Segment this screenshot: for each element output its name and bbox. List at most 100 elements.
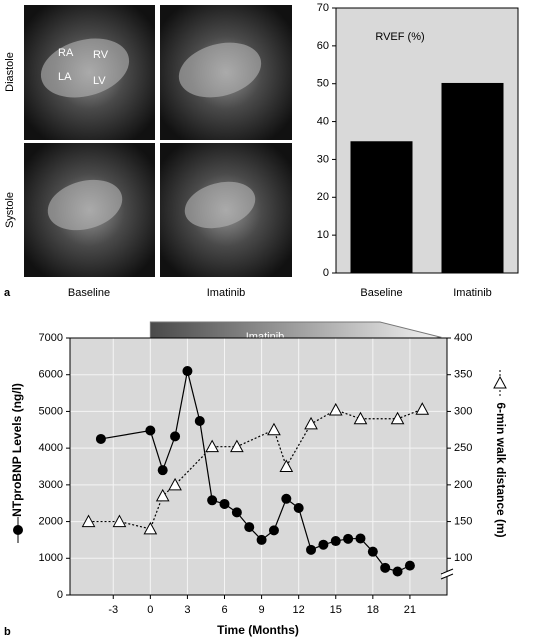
x-tick-label: 18 xyxy=(367,604,379,616)
y-tick-label: 6000 xyxy=(39,369,63,381)
data-point xyxy=(194,415,205,426)
data-point xyxy=(81,514,96,528)
data-point xyxy=(170,431,181,442)
axis-break xyxy=(440,568,454,580)
heart-shape xyxy=(40,38,130,98)
panel-label: a xyxy=(4,287,11,299)
plot-background xyxy=(70,338,447,595)
x-tick-label: 3 xyxy=(184,604,190,616)
y-tick-label: 50 xyxy=(317,78,329,90)
heart-shape xyxy=(47,179,123,231)
y-tick-label: 5000 xyxy=(39,405,63,417)
row-label: Diastole xyxy=(4,52,16,92)
x-tick-label: 6 xyxy=(221,604,227,616)
data-point xyxy=(279,459,294,472)
data-point xyxy=(256,534,267,545)
data-point xyxy=(207,495,218,506)
y-tick-label: 10 xyxy=(317,229,329,241)
data-point xyxy=(390,411,405,425)
x-tick-label: -3 xyxy=(108,604,118,616)
heart-shape xyxy=(184,181,256,229)
data-point xyxy=(318,539,329,550)
series-line xyxy=(88,408,423,530)
x-tick-label: Baseline xyxy=(360,287,402,299)
data-point xyxy=(306,544,317,555)
data-point xyxy=(95,433,106,444)
column-label: Imatinib xyxy=(207,287,246,299)
data-point xyxy=(355,533,366,544)
row-label: Systole xyxy=(4,192,16,228)
data-point xyxy=(281,493,292,504)
x-tick-label: 21 xyxy=(404,604,416,616)
x-tick-label: 12 xyxy=(293,604,305,616)
data-point xyxy=(143,521,158,535)
chamber-label: RV xyxy=(93,49,109,61)
data-point xyxy=(231,507,242,518)
data-point xyxy=(353,411,368,425)
x-tick-label: Imatinib xyxy=(453,287,492,299)
data-point xyxy=(205,439,219,453)
x-tick-label: 15 xyxy=(330,604,342,616)
y-tick-label: 0 xyxy=(323,267,329,279)
x-tick-label: 9 xyxy=(259,604,265,616)
y-tick-label: 4000 xyxy=(39,442,63,454)
x-tick-label: 0 xyxy=(147,604,153,616)
y2-tick-label: 250 xyxy=(454,442,472,454)
data-point xyxy=(304,416,318,430)
y-tick-label: 3000 xyxy=(39,479,63,491)
data-point xyxy=(404,560,415,571)
y-tick-label: 30 xyxy=(317,153,329,165)
legend-marker xyxy=(493,375,507,389)
y-tick-label: 20 xyxy=(317,191,329,203)
chamber-label: LV xyxy=(93,75,106,87)
data-point xyxy=(293,502,304,513)
data-point xyxy=(268,525,279,536)
column-label: Baseline xyxy=(68,287,110,299)
mri-images xyxy=(24,5,292,277)
annotation: RVEF (%) xyxy=(375,31,424,43)
data-point xyxy=(328,402,343,416)
y2-tick-label: 200 xyxy=(454,479,472,491)
data-point xyxy=(267,422,281,436)
y-tick-label: 40 xyxy=(317,115,329,127)
data-point xyxy=(182,366,193,377)
y-tick-label: 0 xyxy=(57,589,63,601)
data-point xyxy=(157,465,168,476)
y-tick-label: 2000 xyxy=(39,515,63,527)
y2-tick-label: 100 xyxy=(454,552,472,564)
data-point xyxy=(145,425,156,436)
data-point xyxy=(415,402,430,415)
chamber-label: RA xyxy=(58,47,74,59)
y2-tick-label: 350 xyxy=(454,369,472,381)
axis-break-gap xyxy=(442,572,452,577)
bar xyxy=(350,141,413,273)
data-point xyxy=(112,514,127,528)
y-tick-label: 70 xyxy=(317,2,329,14)
data-point xyxy=(343,533,354,544)
data-point xyxy=(392,566,403,577)
data-point xyxy=(244,522,255,533)
data-point xyxy=(380,562,391,573)
y2-tick-label: 300 xyxy=(454,405,472,417)
heart-shape xyxy=(178,42,262,98)
data-point xyxy=(155,488,170,502)
x-axis-label: Time (Months) xyxy=(217,623,299,637)
data-point xyxy=(168,477,182,491)
legend-marker xyxy=(13,525,23,535)
data-point xyxy=(367,546,378,557)
y2-tick-label: 400 xyxy=(454,332,472,344)
bar xyxy=(441,82,504,273)
y-tick-label: 1000 xyxy=(39,552,63,564)
axis-title: NTproBNP Levels (ng/l) xyxy=(10,383,24,517)
y-tick-label: 60 xyxy=(317,40,329,52)
plot-frame xyxy=(69,337,448,596)
y2-tick-label: 150 xyxy=(454,515,472,527)
axis-title: 6-min walk distance (m) xyxy=(494,402,508,537)
y-tick-label: 7000 xyxy=(39,332,63,344)
data-point xyxy=(219,498,230,509)
panel-label: b xyxy=(4,626,11,638)
data-point xyxy=(230,439,244,453)
data-point xyxy=(330,536,341,547)
chamber-label: LA xyxy=(58,71,72,83)
